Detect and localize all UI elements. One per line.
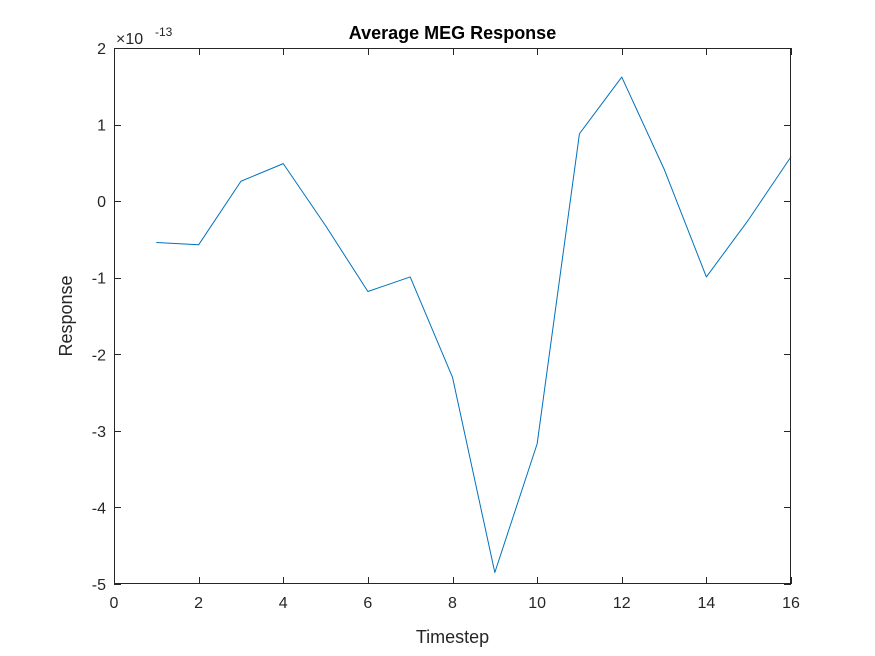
plot-area <box>114 48 791 584</box>
x-axis: 0 2 4 6 8 10 12 14 16 <box>110 48 800 612</box>
x-tick-label: 8 <box>448 595 457 612</box>
x-tick-label: 6 <box>363 595 372 612</box>
data-point <box>662 166 667 171</box>
data-point <box>323 223 328 228</box>
y-tick-label: -5 <box>92 577 106 594</box>
data-point <box>408 274 413 279</box>
x-axis-title: Timestep <box>416 627 489 647</box>
y-axis: -5 -4 -3 -2 -1 0 1 2 <box>92 41 791 594</box>
y-axis-title: Response <box>56 275 76 356</box>
x-tick-label: 14 <box>697 595 715 612</box>
chart-title: Average MEG Response <box>349 23 556 43</box>
data-point <box>492 570 497 575</box>
x-tick-label: 10 <box>528 595 546 612</box>
data-point <box>746 217 751 222</box>
y-exponent-power: -13 <box>155 25 173 39</box>
x-tick-label: 4 <box>279 595 288 612</box>
y-tick-label: 1 <box>97 118 106 135</box>
data-point <box>535 441 540 446</box>
x-tick-label: 12 <box>613 595 631 612</box>
y-tick-label: -3 <box>92 424 106 441</box>
data-point <box>365 289 370 294</box>
y-tick-label: -4 <box>92 500 106 517</box>
data-point <box>450 375 455 380</box>
data-point <box>577 131 582 136</box>
data-point <box>281 161 286 166</box>
y-tick-label: -1 <box>92 271 106 288</box>
y-tick-label: 0 <box>97 194 106 211</box>
data-point <box>196 242 201 247</box>
data-point <box>704 274 709 279</box>
data-point <box>154 240 159 245</box>
y-exponent-base: ×10 <box>116 31 143 48</box>
data-point <box>619 75 624 80</box>
y-tick-label: -2 <box>92 347 106 364</box>
series-line <box>156 76 792 574</box>
y-tick-label: 2 <box>97 41 106 58</box>
x-tick-label: 16 <box>782 595 800 612</box>
x-tick-label: 0 <box>110 595 119 612</box>
axes-box <box>114 48 791 584</box>
series-layer <box>154 75 792 575</box>
data-point <box>238 179 243 184</box>
x-tick-label: 2 <box>194 595 203 612</box>
